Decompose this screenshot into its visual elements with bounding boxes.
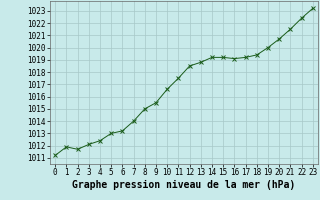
X-axis label: Graphe pression niveau de la mer (hPa): Graphe pression niveau de la mer (hPa) (72, 180, 296, 190)
